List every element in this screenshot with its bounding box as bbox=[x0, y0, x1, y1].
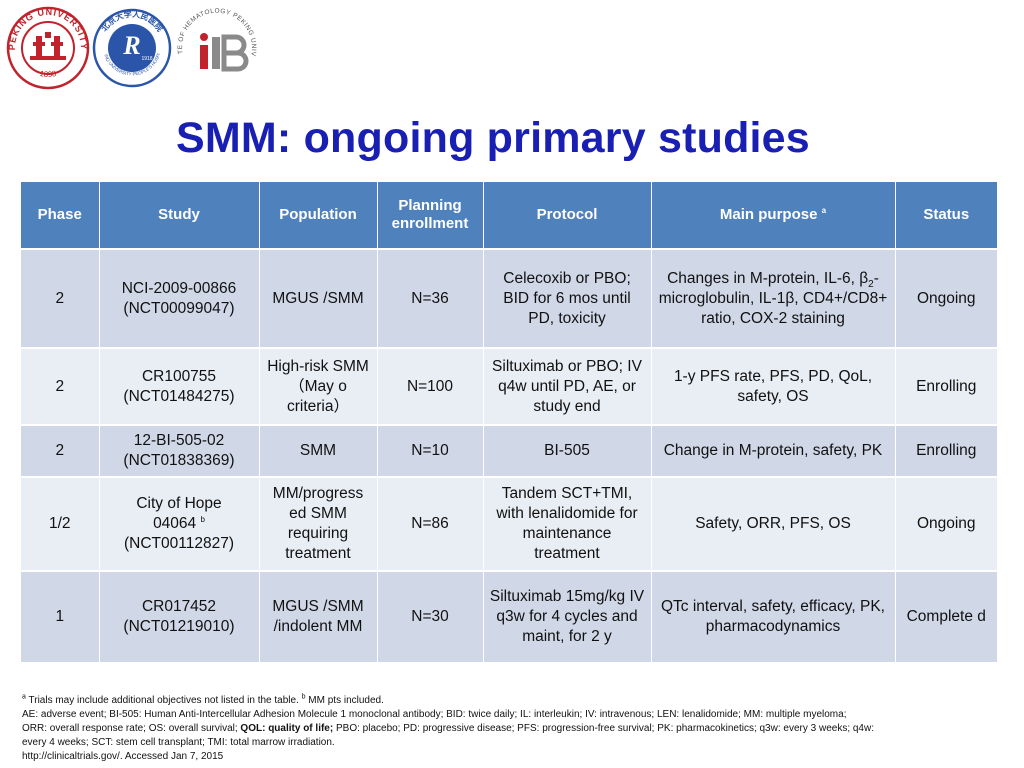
footnote-line-3: ORR: overall response rate; OS: overall … bbox=[22, 722, 1002, 736]
footnote-line-1: a Trials may include additional objectiv… bbox=[22, 694, 1002, 708]
cell-study-nct: (NCT01484275) bbox=[123, 387, 235, 405]
cell-phase: 1/2 bbox=[21, 476, 100, 571]
peoples-hospital-logo: 北京大学人民医院 PEKING UNIVERSITY PEOPLE'S HOSP… bbox=[92, 8, 172, 88]
svg-text:R: R bbox=[122, 31, 140, 60]
cell-study: CR017452 (NCT01219010) bbox=[99, 570, 260, 662]
table-row: 1 CR017452 (NCT01219010) MGUS /SMM /indol… bbox=[21, 570, 997, 662]
cell-status: Enrolling bbox=[895, 424, 997, 477]
table-row: 2 CR100755 (NCT01484275) High-risk SMM （M… bbox=[21, 347, 997, 425]
header-phase: Phase bbox=[21, 182, 100, 249]
svg-text:1898: 1898 bbox=[39, 69, 58, 79]
header-planning-line2: enrollment bbox=[391, 215, 469, 232]
cell-study-id: NCI-2009-00866 bbox=[121, 279, 237, 297]
cell-protocol: Celecoxib or PBO; BID for 6 mos until PD… bbox=[483, 248, 652, 348]
footnote-source: http://clinicaltrials.gov/. Accessed Jan… bbox=[22, 751, 224, 762]
cell-study-nct: (NCT01838369) bbox=[123, 452, 235, 469]
cell-study-nct: (NCT01219010) bbox=[123, 618, 235, 635]
cell-enrollment: N=100 bbox=[377, 347, 484, 425]
cell-phase: 2 bbox=[21, 347, 100, 425]
cell-study-id: CR017452 bbox=[141, 598, 217, 615]
footnote-sup-a: a bbox=[22, 693, 26, 701]
cell-study: City of Hope 04064 b (NCT00112827) bbox=[99, 476, 260, 571]
cell-protocol: Siltuximab or PBO; IV q4w until PD, AE, … bbox=[483, 347, 652, 425]
cell-phase: 2 bbox=[21, 248, 100, 348]
footnote-sup-b: b bbox=[301, 693, 306, 701]
cell-protocol: BI-505 bbox=[483, 424, 652, 477]
pku-year-text: 1898 bbox=[39, 69, 58, 79]
cell-purpose: 1-y PFS rate, PFS, PD, QoL, safety, OS bbox=[651, 347, 896, 425]
cell-purpose-part1: Changes in M-protein, IL-6, bbox=[667, 269, 855, 287]
cell-purpose-beta: β bbox=[859, 269, 869, 287]
cell-study: CR100755 (NCT01484275) bbox=[99, 347, 260, 425]
header-main-purpose-sup: a bbox=[821, 206, 827, 215]
header-planning-enrollment: Planning enrollment bbox=[377, 182, 484, 249]
institute-hematology-logo: INSTITUTE OF HEMATOLOGY PEKING UNIVERSIT… bbox=[176, 7, 257, 72]
table-header-row: Phase Study Population Planning enrollmen… bbox=[21, 182, 997, 249]
footnote-text-a: Trials may include additional objectives… bbox=[25, 695, 302, 706]
footnote-line-3a: ORR: overall response rate; OS: overall … bbox=[22, 723, 241, 734]
cell-population: SMM bbox=[259, 424, 378, 477]
header-status: Status bbox=[895, 182, 997, 249]
cell-status: Ongoing bbox=[895, 476, 997, 571]
studies-table: Phase Study Population Planning enrollmen… bbox=[21, 182, 997, 662]
table-row: 2 NCI-2009-00866 (NCT00099047) MGUS /SMM … bbox=[21, 248, 997, 348]
header-main-purpose-label: Main purpose bbox=[719, 206, 818, 223]
page-title: SMM: ongoing primary studies bbox=[176, 114, 810, 162]
cell-study-id: CR100755 bbox=[141, 367, 217, 385]
svg-text:PEKING UNIVERSITY: PEKING UNIVERSITY bbox=[7, 7, 89, 51]
cell-purpose: Change in M-protein, safety, PK bbox=[651, 424, 896, 477]
cell-study-nct: (NCT00112827) bbox=[124, 535, 234, 552]
cell-study-nct: (NCT00099047) bbox=[123, 299, 235, 317]
header-planning-line1: Planning bbox=[398, 197, 462, 214]
peking-university-logo: PEKING UNIVERSITY 1898 bbox=[6, 6, 90, 90]
cell-study: 12-BI-505-02 (NCT01838369) bbox=[99, 424, 260, 477]
cell-enrollment: N=86 bbox=[377, 476, 484, 571]
header-main-purpose: Main purpose a bbox=[651, 182, 896, 249]
hospital-year-text: 1918 bbox=[141, 56, 152, 62]
pku-ring-text: PEKING UNIVERSITY bbox=[7, 7, 88, 51]
cell-study-id: 12-BI-505-02 bbox=[133, 432, 225, 449]
footnote-text-b: MM pts included. bbox=[305, 695, 384, 706]
header-study: Study bbox=[99, 182, 260, 249]
cell-enrollment: N=10 bbox=[377, 424, 484, 477]
cell-purpose-sub: 2 bbox=[868, 278, 874, 290]
cell-enrollment: N=30 bbox=[377, 570, 484, 662]
cell-enrollment: N=36 bbox=[377, 248, 484, 348]
cell-purpose-part2: -microglobulin, IL-1β, CD4+/CD8+ ratio, … bbox=[658, 269, 888, 327]
cell-study-id-2: 04064 bbox=[153, 515, 197, 532]
cell-population: High-risk SMM （May o criteria） bbox=[259, 347, 378, 425]
cell-study-sup: b bbox=[200, 514, 205, 524]
cell-status: Enrolling bbox=[895, 347, 997, 425]
footnotes: a Trials may include additional objectiv… bbox=[22, 694, 1002, 764]
cell-phase: 1 bbox=[21, 570, 100, 662]
header-population: Population bbox=[259, 182, 378, 249]
footnote-line-3b: PBO: placebo; PD: progressive disease; P… bbox=[333, 723, 874, 734]
footnote-line-2: AE: adverse event; BI-505: Human Anti-In… bbox=[22, 709, 847, 720]
cell-purpose: Safety, ORR, PFS, OS bbox=[651, 476, 896, 571]
cell-protocol: Siltuximab 15mg/kg IV q3w for 4 cycles a… bbox=[483, 570, 652, 662]
cell-status: Ongoing bbox=[895, 248, 997, 348]
cell-population: MM/progress ed SMM requiring treatment bbox=[259, 476, 378, 571]
table-row: 1/2 City of Hope 04064 b (NCT00112827) MM/… bbox=[21, 476, 997, 571]
cell-purpose: QTc interval, safety, efficacy, PK, phar… bbox=[651, 570, 896, 662]
header-protocol: Protocol bbox=[483, 182, 652, 249]
cell-study-id: City of Hope bbox=[136, 495, 222, 512]
footnote-line-3-bold: QOL: quality of life; bbox=[240, 723, 334, 734]
cell-phase: 2 bbox=[21, 424, 100, 477]
cell-purpose: Changes in M-protein, IL-6, β2-microglob… bbox=[651, 248, 896, 348]
table-row: 2 12-BI-505-02 (NCT01838369) SMM N=10 BI-… bbox=[21, 424, 997, 477]
cell-population: MGUS /SMM bbox=[259, 248, 378, 348]
cell-population: MGUS /SMM /indolent MM bbox=[259, 570, 378, 662]
cell-study: NCI-2009-00866 (NCT00099047) bbox=[99, 248, 260, 348]
cell-protocol: Tandem SCT+TMI, with lenalidomide for ma… bbox=[483, 476, 652, 571]
cell-status: Complete d bbox=[895, 570, 997, 662]
footnote-line-4: every 4 weeks; SCT: stem cell transplant… bbox=[22, 737, 335, 748]
